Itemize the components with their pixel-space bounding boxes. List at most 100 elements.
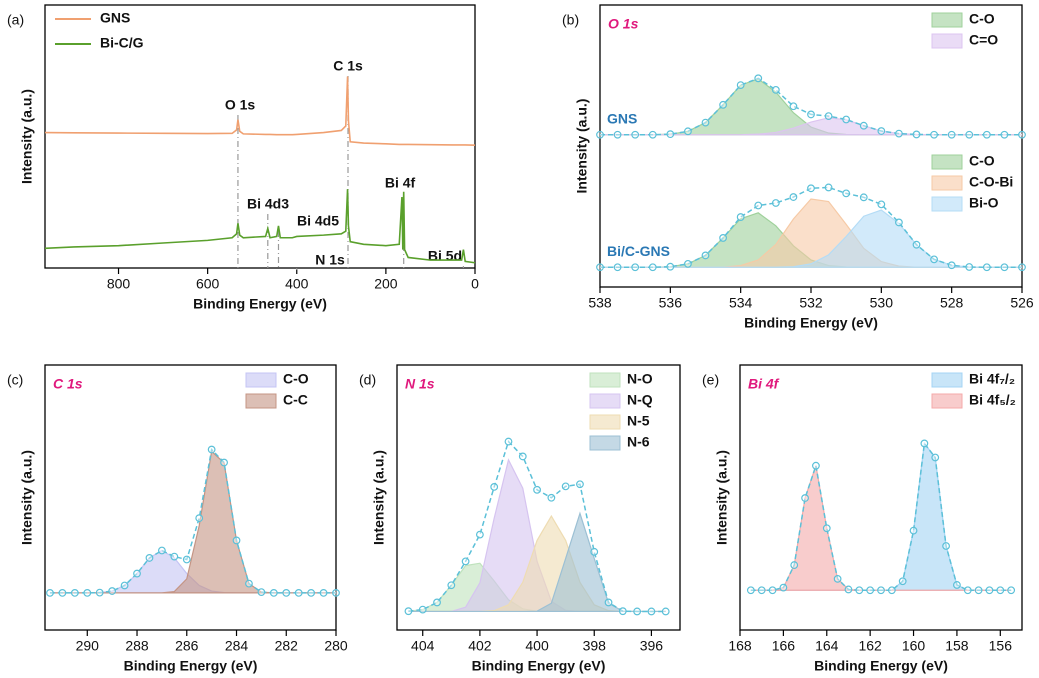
data-point (684, 127, 692, 136)
x-axis-label: Binding Energy (eV) (472, 658, 606, 674)
data-point (245, 579, 253, 588)
data-point (666, 130, 675, 139)
x-tick-label: 160 (902, 638, 926, 654)
data-point (746, 586, 755, 595)
x-tick-label: 282 (275, 638, 299, 654)
x-tick-label: 400 (285, 276, 309, 292)
panel-label: (b) (562, 12, 579, 28)
panel-title: C 1s (53, 376, 83, 392)
data-point (631, 263, 640, 272)
legend-label: C-C (283, 392, 308, 408)
legend-swatch (931, 175, 963, 191)
data-point (789, 193, 798, 201)
data-point (447, 581, 456, 590)
data-point (232, 536, 241, 545)
fit-component (750, 441, 1012, 591)
data-point (719, 234, 727, 242)
data-point (931, 453, 940, 462)
legend-label: C-O (969, 153, 995, 169)
data-point (909, 526, 918, 535)
data-point (307, 589, 316, 597)
data-point (596, 263, 604, 272)
legend-swatch (589, 414, 621, 430)
data-point (985, 586, 994, 595)
data-point (701, 118, 710, 127)
data-point (930, 255, 938, 264)
y-axis-label: Intensity (a.u.) (19, 89, 35, 184)
data-point (95, 588, 104, 597)
data-point (661, 607, 670, 616)
data-point (475, 530, 484, 539)
fit-envelope (408, 440, 666, 613)
data-point (953, 581, 961, 589)
peak-label: Bi 4d3 (247, 196, 289, 212)
data-point (947, 261, 956, 270)
data-point (282, 589, 291, 597)
data-point (108, 587, 117, 595)
data-point (701, 251, 710, 260)
data-point (133, 569, 141, 578)
data-point (912, 240, 921, 249)
x-tick-label: 600 (196, 276, 220, 292)
panel-title: O 1s (608, 16, 639, 32)
data-point (666, 262, 675, 271)
legend-label: N-5 (627, 413, 650, 429)
data-point (912, 130, 921, 139)
x-tick-label: 168 (728, 638, 752, 654)
legend-label: C-O (283, 371, 309, 387)
data-point (648, 130, 657, 139)
x-tick-label: 396 (640, 638, 664, 654)
x-tick-label: 800 (107, 276, 131, 292)
data-point (807, 184, 815, 193)
x-tick-label: 288 (125, 638, 149, 654)
data-point (533, 485, 541, 494)
data-point (965, 263, 974, 271)
data-point (801, 494, 809, 502)
data-point (855, 586, 864, 595)
peak-label: Bi 4d5 (297, 213, 339, 229)
legend-swatch (589, 435, 621, 451)
plot-frame (44, 364, 337, 631)
data-point (768, 586, 777, 595)
data-point (490, 483, 499, 491)
legend-label: GNS (100, 10, 130, 26)
data-point (947, 130, 956, 139)
legend-label: C=O (969, 32, 998, 48)
data-point (842, 189, 851, 198)
data-point (1018, 263, 1026, 272)
fit-envelope (750, 441, 1012, 591)
x-tick-label: 280 (324, 638, 348, 654)
legend-label: Bi 4f₇/₂ (969, 371, 1015, 387)
data-point (974, 586, 983, 595)
data-point (404, 607, 413, 616)
data-point (182, 555, 191, 564)
data-point (812, 461, 820, 470)
data-point (257, 588, 266, 597)
legend-label: Bi-O (969, 195, 999, 211)
x-axis-label: Binding Energy (eV) (744, 315, 878, 331)
data-point (895, 218, 903, 227)
data-point (859, 121, 868, 130)
data-point (824, 183, 833, 192)
data-point (877, 586, 885, 595)
x-tick-label: 538 (588, 295, 612, 311)
data-point (590, 547, 599, 556)
legend-swatch (589, 372, 621, 388)
data-point (982, 130, 991, 139)
fit-component (49, 450, 336, 594)
x-tick-label: 532 (799, 295, 823, 311)
legend-label: Bi 4f₅/₂ (969, 392, 1016, 408)
x-tick-label: 286 (175, 638, 199, 654)
data-point (982, 263, 991, 272)
data-point (684, 259, 692, 268)
spectrum-line (44, 76, 476, 146)
data-point (898, 577, 907, 586)
x-tick-label: 166 (772, 638, 796, 654)
data-point (771, 85, 780, 94)
data-point (418, 605, 427, 614)
data-point (46, 589, 54, 597)
legend-label: Bi-C/G (100, 35, 144, 51)
legend-label: N-6 (627, 434, 650, 450)
data-point (996, 586, 1005, 595)
fit-envelope (600, 77, 1022, 136)
